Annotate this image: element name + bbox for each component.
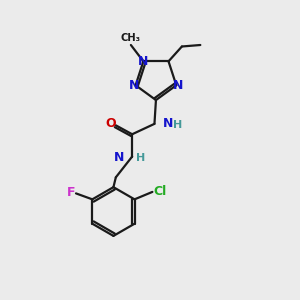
Text: Cl: Cl [153,185,167,198]
Text: N: N [172,79,183,92]
Text: O: O [105,117,116,130]
Text: N: N [138,55,148,68]
Text: N: N [113,151,124,164]
Text: CH₃: CH₃ [121,34,141,44]
Text: F: F [66,186,75,199]
Text: H: H [136,153,145,163]
Text: N: N [163,117,173,130]
Text: N: N [129,79,139,92]
Text: H: H [173,120,182,130]
